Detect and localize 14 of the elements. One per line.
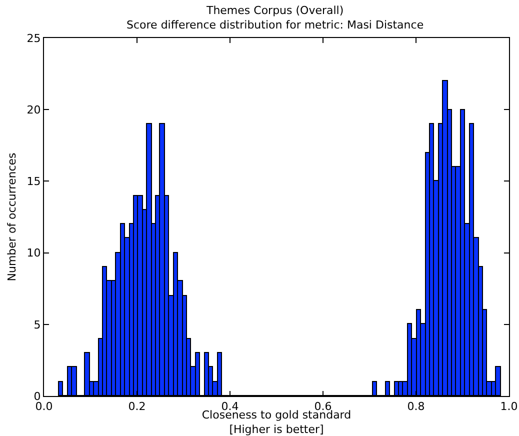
x-tick-label: 0.8 <box>407 400 425 414</box>
x-tick-label: 0.2 <box>128 400 146 414</box>
y-tick-label: 25 <box>26 32 41 45</box>
y-tick-label: 5 <box>34 318 41 332</box>
x-tick-label: 0.0 <box>35 400 53 414</box>
y-tick-label: 0 <box>34 390 41 403</box>
y-axis-title: Number of occurrences <box>5 152 18 282</box>
x-tick-label: 0.4 <box>221 400 239 414</box>
y-tick-label: 15 <box>26 175 41 188</box>
y-tick-label: 10 <box>26 246 41 260</box>
chart-subtitle: Score difference distribution for metric: Masi Distance <box>126 18 424 32</box>
x-tick-label: 1.0 <box>500 400 518 414</box>
chart-title: Themes Corpus (Overall) <box>205 4 344 17</box>
y-tick-label: 20 <box>26 103 41 116</box>
